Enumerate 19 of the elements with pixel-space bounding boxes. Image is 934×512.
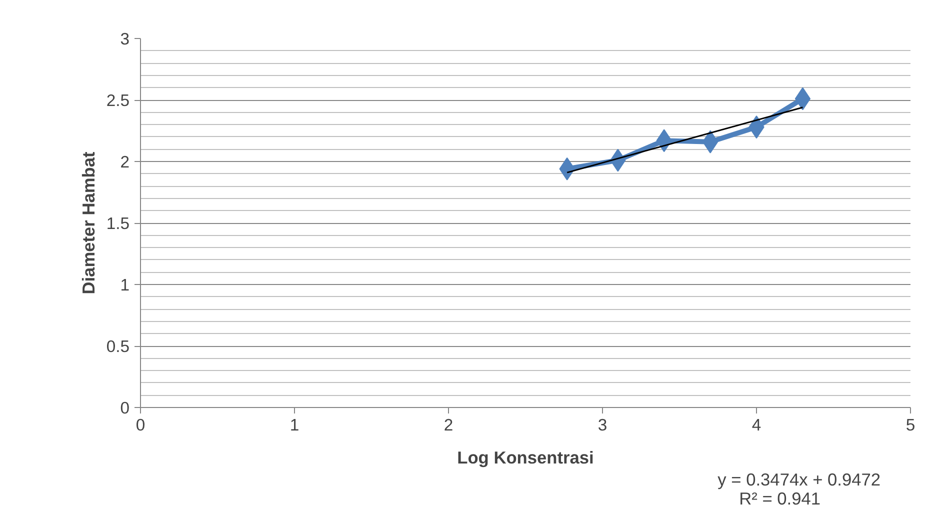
y-tick-label: 0 [120,398,130,418]
text: y = 0.3474x + 0.9472 [718,470,881,490]
text: R² = 0.941 [739,488,821,508]
y-tick-label: 2.5 [106,91,130,110]
y-axis-title: Diameter Hambat [78,152,98,294]
x-tick-label: 3 [598,416,608,434]
y-tick-label: 2 [120,152,130,172]
x-tick-label: 1 [290,416,300,434]
x-axis-title: Log Konsentrasi [457,448,594,468]
y-tick-label: 1.5 [106,214,130,233]
point [794,87,811,110]
point [702,130,718,154]
x-tick-label: 5 [906,416,916,434]
x-tick-label: 0 [136,416,146,434]
y-tick-label: 0.5 [106,337,130,356]
x-tick-label: 2 [444,416,454,434]
x-tick-label: 4 [752,416,762,434]
y-tick-label: 3 [120,30,130,48]
y-tick-label: 1 [120,276,130,294]
